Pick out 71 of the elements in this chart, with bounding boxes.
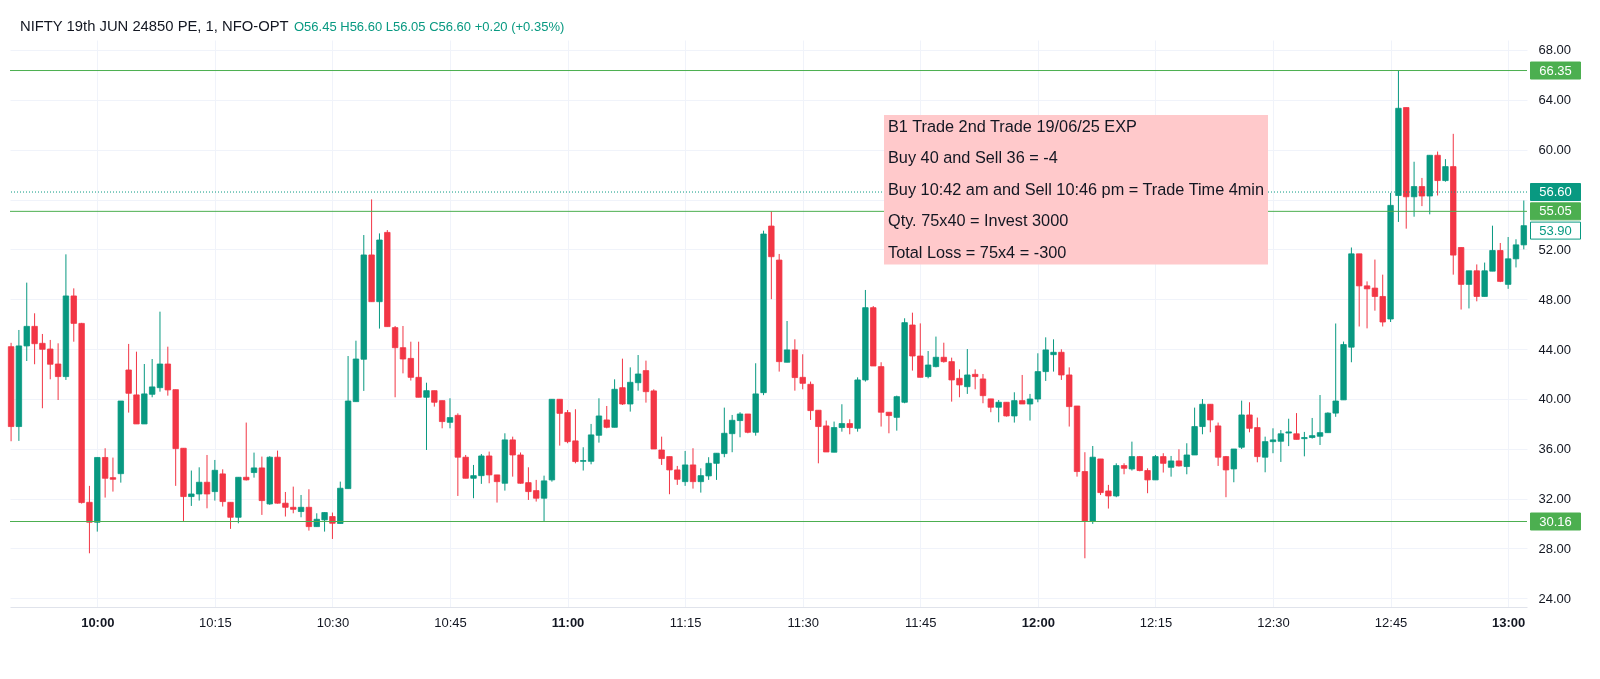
candlestick bbox=[1207, 403, 1214, 433]
candlestick bbox=[250, 452, 258, 479]
annotation: B1 Trade 2nd Trade 19/06/25 EXP bbox=[888, 116, 1137, 135]
candlestick bbox=[783, 320, 791, 363]
x-tick-label: 12:00 bbox=[1021, 614, 1055, 630]
candlestick bbox=[979, 373, 987, 404]
candlestick bbox=[329, 512, 336, 540]
candlestick bbox=[423, 382, 430, 451]
ref-line-label: 66.35 bbox=[1539, 62, 1572, 78]
x-tick-label: 10:30 bbox=[316, 614, 350, 630]
candlestick bbox=[297, 494, 305, 518]
candlestick bbox=[972, 368, 979, 390]
x-tick-label: 10:00 bbox=[81, 614, 115, 630]
x-tick-label: 11:15 bbox=[669, 614, 702, 630]
candlestick bbox=[619, 358, 626, 406]
candlestick bbox=[681, 450, 689, 487]
candlestick bbox=[1128, 441, 1136, 472]
y-tick-label: 28.00 bbox=[1538, 540, 1572, 556]
candlestick bbox=[203, 454, 211, 509]
y-tick-label: 40.00 bbox=[1538, 391, 1572, 407]
x-tick-label: 11:00 bbox=[551, 614, 585, 630]
y-tick-label: 68.00 bbox=[1538, 42, 1572, 58]
candlestick bbox=[1465, 270, 1473, 309]
x-tick-label: 12:15 bbox=[1139, 614, 1173, 630]
x-tick-label: 12:30 bbox=[1257, 614, 1290, 630]
candlestick bbox=[227, 501, 234, 530]
candlestick bbox=[995, 399, 1002, 423]
candlestick bbox=[1152, 454, 1159, 481]
chart-subtitle: O56.45 H56.60 L56.05 C56.60 +0.20 (+0.35%) bbox=[294, 19, 565, 34]
candlestick bbox=[305, 488, 313, 532]
candlestick bbox=[1442, 158, 1449, 183]
candlestick bbox=[1011, 391, 1018, 424]
candlestick bbox=[1167, 455, 1175, 478]
text: 53.90 bbox=[1539, 222, 1572, 238]
ref-line-label: 30.16 bbox=[1539, 513, 1572, 529]
annotation: Total Loss = 75x4 = -300 bbox=[888, 243, 1067, 261]
x-tick-label: 12:45 bbox=[1374, 614, 1408, 630]
chart-title: NIFTY 19th JUN 24850 PE, 1, NFO-OPT bbox=[20, 18, 289, 34]
candlestick bbox=[243, 422, 250, 482]
y-tick-label: 52.00 bbox=[1538, 241, 1572, 257]
candlestick bbox=[1418, 177, 1426, 207]
candlestick bbox=[964, 348, 971, 395]
x-tick-label: 13:00 bbox=[1492, 614, 1526, 630]
candlestick bbox=[689, 447, 697, 490]
x-tick-label: 10:15 bbox=[199, 614, 232, 630]
x-tick-label: 10:45 bbox=[434, 614, 467, 630]
candlestick bbox=[595, 397, 603, 444]
y-tick-label: 48.00 bbox=[1538, 291, 1572, 307]
y-tick-label: 44.00 bbox=[1538, 341, 1572, 357]
candlestick bbox=[540, 475, 548, 523]
y-tick-label: 64.00 bbox=[1538, 92, 1572, 108]
ref-line-label: 55.05 bbox=[1539, 203, 1572, 219]
candlestick bbox=[1019, 374, 1026, 405]
candlestick bbox=[211, 459, 219, 502]
y-tick-label: 36.00 bbox=[1538, 441, 1572, 457]
y-tick-label: 32.00 bbox=[1538, 491, 1572, 507]
y-tick-label: 60.00 bbox=[1538, 142, 1572, 158]
candlestick bbox=[1120, 462, 1128, 475]
annotation: Buy 10:42 am and Sell 10:46 pm = Trade Time 4min bbox=[888, 179, 1265, 198]
x-tick-label: 11:45 bbox=[905, 614, 937, 630]
annotation: Qty. 75x40 = Invest 3000 bbox=[888, 211, 1069, 230]
candlestick bbox=[1175, 448, 1183, 468]
candlestick bbox=[446, 397, 454, 429]
candlestick bbox=[1160, 452, 1167, 474]
candlestick bbox=[1230, 448, 1237, 483]
y-tick-label: 24.00 bbox=[1538, 590, 1572, 606]
annotation: Buy 40 and Sell 36 = -4 bbox=[888, 148, 1058, 167]
ref-line-label: 56.60 bbox=[1539, 184, 1572, 200]
candlestick bbox=[125, 343, 132, 414]
x-tick-label: 11:30 bbox=[787, 614, 819, 630]
candlestick bbox=[1293, 412, 1300, 440]
